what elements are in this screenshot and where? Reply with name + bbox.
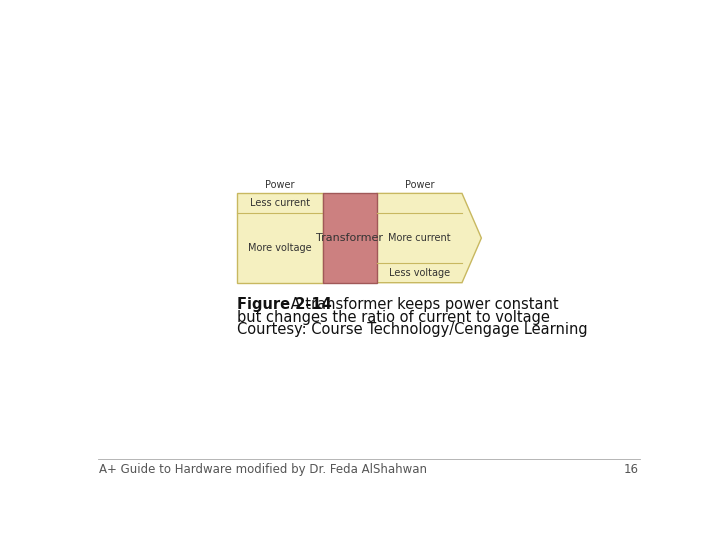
Bar	[323, 193, 377, 283]
Text: A+ Guide to Hardware modified by Dr. Feda AlShahwan: A+ Guide to Hardware modified by Dr. Fed…	[99, 463, 427, 476]
Polygon shape	[377, 193, 482, 283]
Text: Less voltage: Less voltage	[389, 268, 450, 278]
Text: Less current: Less current	[250, 198, 310, 208]
Text: A transformer keeps power constant: A transformer keeps power constant	[286, 296, 559, 312]
Text: Courtesy: Course Technology/Cengage Learning: Courtesy: Course Technology/Cengage Lear…	[238, 322, 588, 338]
Text: but changes the ratio of current to voltage: but changes the ratio of current to volt…	[238, 309, 550, 325]
Bar	[238, 193, 323, 283]
Text: Power: Power	[405, 179, 434, 190]
Text: More voltage: More voltage	[248, 243, 312, 253]
Text: Figure 2-14: Figure 2-14	[238, 296, 332, 312]
Text: Power: Power	[265, 179, 294, 190]
Text: 16: 16	[624, 463, 639, 476]
Text: Transformer: Transformer	[316, 233, 383, 243]
Text: More current: More current	[388, 233, 451, 243]
